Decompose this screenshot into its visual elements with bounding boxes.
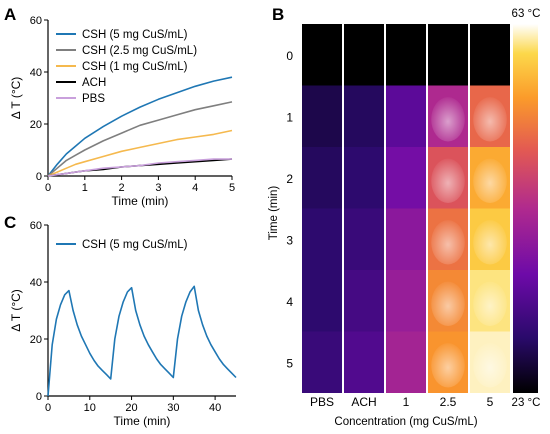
row-label: 4: [286, 295, 293, 309]
y-tick-label: 60: [30, 220, 42, 232]
column-gap: [468, 24, 470, 393]
x-axis-label: Concentration (mg CuS/mL): [334, 416, 477, 428]
heatmap-cell: [344, 85, 384, 147]
x-axis-label: Time (min): [112, 194, 169, 208]
column-gap: [426, 24, 428, 393]
x-tick-label: 30: [167, 402, 179, 414]
series-line-4: [47, 158, 233, 177]
x-tick-label: 1: [82, 182, 88, 194]
colorbar: [513, 24, 538, 393]
x-tick-label: 4: [192, 182, 198, 194]
heatmap-cell: [470, 24, 510, 86]
heatmap-cell: [344, 331, 384, 393]
series-line-1: [47, 285, 237, 397]
heatmap-hotspot: [473, 281, 507, 326]
heatmap-cell: [302, 147, 342, 209]
heatmap-hotspot: [431, 97, 465, 142]
row-label: 0: [286, 49, 293, 63]
heatmap-cell: [302, 208, 342, 270]
heatmap-cell: [386, 331, 426, 393]
column-label: 2.5: [440, 395, 457, 409]
y-tick-label: 20: [30, 334, 42, 346]
legend-label: CSH (5 mg CuS/mL): [82, 29, 188, 41]
heatmap-hotspot: [431, 220, 465, 265]
row-label: 5: [286, 356, 293, 370]
heatmap-cell: [386, 147, 426, 209]
y-tick-label: 60: [30, 15, 42, 27]
panel-a-line-chart: CSH (5 mg CuS/mL) CSH (2.5 mg CuS/mL) CSH …: [9, 15, 235, 208]
y-tick-label: 40: [30, 67, 42, 79]
heatmap-cell: [302, 85, 342, 147]
panel-a-letter: A: [4, 5, 16, 24]
legend-label: CSH (1 mg CuS/mL): [82, 61, 188, 73]
series-line-2: [47, 101, 233, 177]
legend-label: PBS: [82, 93, 105, 105]
panel-b-thermal-heatmap: 0 1 2 3 4 5 PBS ACH 1 2.5 5 Concentration (mg CuS/m…: [268, 8, 540, 428]
heatmap-hotspot: [473, 343, 507, 388]
column-label: ACH: [351, 395, 376, 409]
y-axis-label: Δ T (°C): [9, 77, 23, 120]
heatmap-cell: [386, 208, 426, 270]
heatmap-cell: [302, 24, 342, 86]
heatmap-cell: [428, 24, 468, 86]
heatmap-cell: [344, 208, 384, 270]
x-tick-label: 10: [84, 402, 96, 414]
heatmap-cell: [344, 270, 384, 332]
x-tick-label: 40: [209, 402, 221, 414]
x-tick-label: 20: [125, 402, 137, 414]
series-line-5: [47, 158, 232, 177]
x-axis-label: Time (min): [114, 414, 171, 428]
heatmap-hotspot: [431, 281, 465, 326]
heatmap-cell: [344, 24, 384, 86]
legend-label: CSH (5 mg CuS/mL): [82, 239, 188, 251]
heatmap-cell: [386, 85, 426, 147]
heatmap-hotspot: [431, 343, 465, 388]
y-tick-label: 0: [36, 171, 42, 183]
column-gap: [342, 24, 344, 393]
legend: CSH (5 mg CuS/mL): [56, 239, 188, 251]
row-label: 2: [286, 172, 293, 186]
panel-c-line-chart: CSH (5 mg CuS/mL) 0 10 20 30 40 0 20 40 60 Time (…: [9, 220, 237, 428]
legend: CSH (5 mg CuS/mL) CSH (2.5 mg CuS/mL) CSH …: [56, 29, 197, 105]
heatmap-cell: [386, 270, 426, 332]
x-tick-label: 2: [119, 182, 125, 194]
colorbar-min-label: 23 °C: [512, 397, 541, 409]
x-tick-label: 0: [45, 402, 51, 414]
heatmap-cell: [386, 24, 426, 86]
x-tick-label: 5: [229, 182, 235, 194]
heatmap-cell: [302, 331, 342, 393]
y-tick-label: 40: [30, 277, 42, 289]
x-tick-label: 0: [45, 182, 51, 194]
legend-label: CSH (2.5 mg CuS/mL): [82, 45, 197, 57]
panel-c-letter: C: [4, 213, 16, 232]
y-tick-label: 0: [36, 391, 42, 403]
column-gap: [384, 24, 386, 393]
y-tick-label: 20: [30, 119, 42, 131]
heatmap-hotspot: [473, 220, 507, 265]
legend-label: ACH: [82, 77, 106, 89]
panel-b-letter: B: [272, 5, 284, 24]
heatmap-hotspot: [473, 97, 507, 142]
heatmap-cell: [344, 147, 384, 209]
y-axis-label: Δ T (°C): [9, 289, 23, 332]
y-axis-label: Time (min): [268, 186, 280, 241]
heatmap-hotspot: [473, 158, 507, 203]
column-label: 5: [487, 395, 494, 409]
heatmap-hotspot: [431, 158, 465, 203]
heatmap-cell: [302, 270, 342, 332]
column-label: 1: [403, 395, 410, 409]
row-label: 3: [286, 233, 293, 247]
row-label: 1: [286, 110, 293, 124]
series-line-1: [47, 76, 233, 177]
column-label: PBS: [310, 395, 334, 409]
series-line-3: [47, 129, 233, 177]
x-tick-label: 3: [155, 182, 161, 194]
colorbar-max-label: 63 °C: [512, 8, 541, 20]
